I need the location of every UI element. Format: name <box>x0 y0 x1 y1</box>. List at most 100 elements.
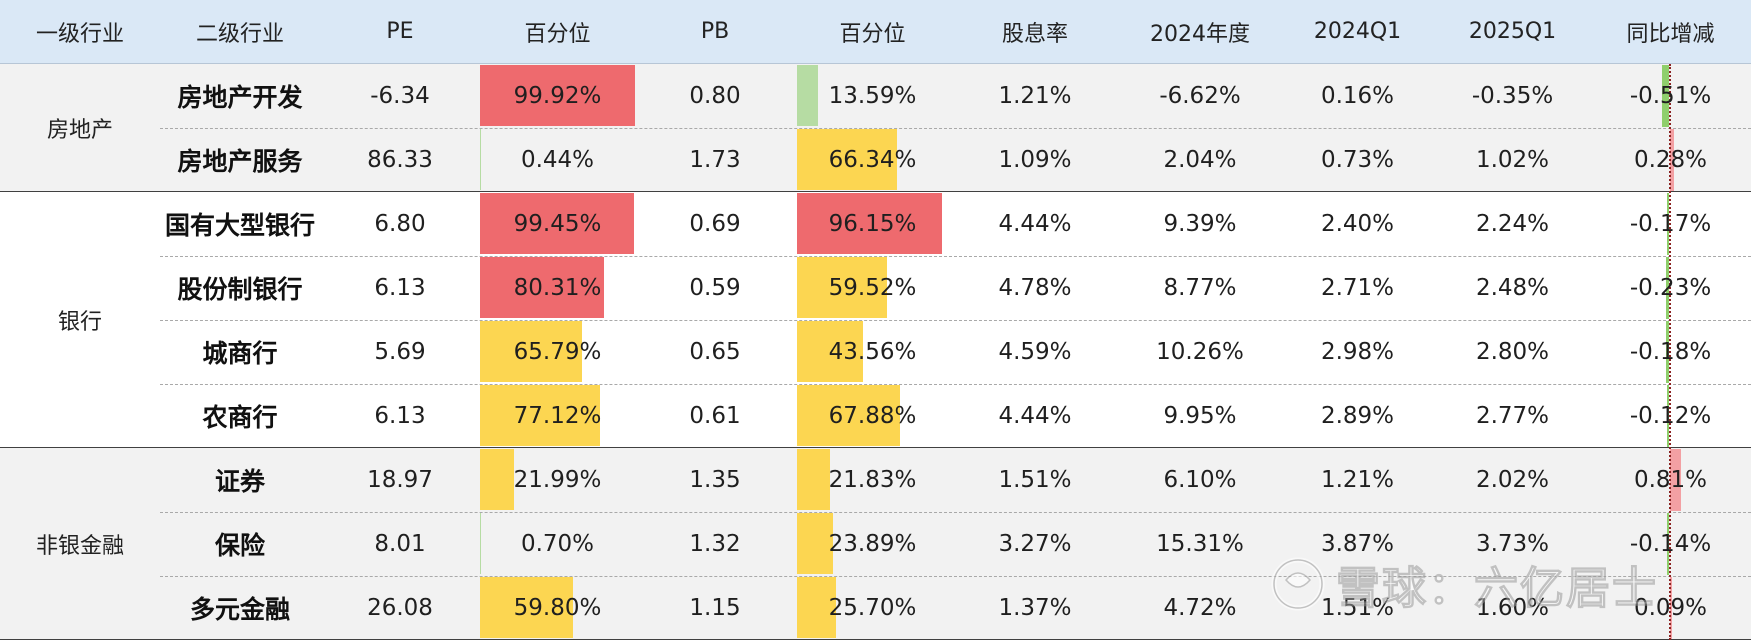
level2-industry-cell: 保险 <box>160 512 320 575</box>
yoy-change-bar <box>1667 385 1669 447</box>
pb-value: 0.80 <box>689 82 741 109</box>
pb-percentile-cell: 25.70% <box>795 576 950 639</box>
level2-industry: 股份制银行 <box>177 274 303 304</box>
pb-percentile-cell: 67.88% <box>795 384 950 447</box>
level2-industry-cell: 证券 <box>160 448 320 511</box>
yoy-change: -0.17% <box>1629 210 1712 237</box>
group-separator <box>0 639 1751 640</box>
q1-2025-cell: 2.48% <box>1435 256 1590 319</box>
pe-value-cell: 8.01 <box>320 512 480 575</box>
group-band <box>0 448 1751 640</box>
level1-industry-label: 银行 <box>57 310 102 335</box>
pe-percentile: 77.12% <box>513 402 602 429</box>
pb-percentile: 59.52% <box>828 274 917 301</box>
yoy-change: -0.18% <box>1629 338 1712 365</box>
level2-industry-cell: 多元金融 <box>160 576 320 639</box>
header-pb: PB <box>700 19 730 44</box>
level2-industry-cell: 股份制银行 <box>160 256 320 319</box>
pe-value: 6.13 <box>374 274 426 301</box>
yoy-change-cell: -0.23% <box>1590 256 1751 319</box>
pe-value-cell: -6.34 <box>320 64 480 127</box>
yoy-change-bar <box>1667 513 1669 575</box>
dividend-yield: 1.51% <box>998 466 1072 493</box>
pb-percentile: 67.88% <box>828 402 917 429</box>
yoy-change: -0.51% <box>1629 82 1712 109</box>
level1-industry-label: 非银金融 <box>35 534 124 559</box>
level2-industry-cell: 城商行 <box>160 320 320 383</box>
dividend-yield-cell: 1.37% <box>950 576 1120 639</box>
q1-2025: 2.24% <box>1475 210 1550 237</box>
yoy-2024-annual: 4.72% <box>1163 594 1237 621</box>
pe-percentile-cell: 0.44% <box>480 128 635 191</box>
pe-percentile-cell: 80.31% <box>480 256 635 319</box>
header-pe: PE <box>386 19 414 44</box>
pb-percentile: 25.70% <box>828 594 917 621</box>
header-2025q1: 2025Q1 <box>1468 19 1557 44</box>
dividend-yield-cell: 4.59% <box>950 320 1120 383</box>
q1-2024-cell: 2.40% <box>1280 192 1435 255</box>
pb-percentile-cell: 23.89% <box>795 512 950 575</box>
yoy-change-bar <box>1662 65 1669 127</box>
pe-percentile-bar <box>480 129 481 190</box>
q1-2024-cell: 2.98% <box>1280 320 1435 383</box>
pe-percentile: 21.99% <box>513 466 602 493</box>
row-divider <box>160 256 1751 257</box>
yoy-2024-annual-cell: 15.31% <box>1120 512 1280 575</box>
group-separator <box>0 447 1751 448</box>
header-level2-industry: 二级行业 <box>195 21 284 47</box>
pe-percentile: 99.45% <box>513 210 602 237</box>
yoy-change-cell: -0.18% <box>1590 320 1751 383</box>
watermark-text: 雪球：六亿居士 <box>1336 563 1658 615</box>
pe-value: 5.69 <box>374 338 426 365</box>
q1-2025-cell: 2.24% <box>1435 192 1590 255</box>
pb-percentile: 43.56% <box>828 338 917 365</box>
pe-value-cell: 6.13 <box>320 256 480 319</box>
pe-percentile: 59.80% <box>513 594 602 621</box>
yoy-change: -0.23% <box>1629 274 1712 301</box>
pb-value-cell: 1.15 <box>635 576 795 639</box>
level2-industry-cell: 房地产服务 <box>160 128 320 191</box>
yoy-2024-annual-cell: -6.62% <box>1120 64 1280 127</box>
q1-2024-cell: 1.51% <box>1280 576 1435 639</box>
header-2024q1: 2024Q1 <box>1313 19 1402 44</box>
pb-value: 0.69 <box>689 210 741 237</box>
dividend-yield-cell: 1.51% <box>950 448 1120 511</box>
pe-percentile-bar <box>480 193 634 254</box>
pb-percentile-bar <box>797 449 830 510</box>
pb-percentile: 96.15% <box>828 210 917 237</box>
pb-percentile: 13.59% <box>828 82 917 109</box>
yoy-change-bar <box>1670 449 1681 511</box>
q1-2025-cell: 3.73% <box>1435 512 1590 575</box>
yoy-change-cell: -0.14% <box>1590 512 1751 575</box>
pb-percentile-bar <box>797 577 836 638</box>
q1-2024-cell: 1.21% <box>1280 448 1435 511</box>
yoy-2024-annual: -6.62% <box>1159 82 1241 109</box>
q1-2024-cell: 3.87% <box>1280 512 1435 575</box>
header-level1-industry: 一级行业 <box>35 21 124 47</box>
row-divider <box>160 384 1751 385</box>
pb-percentile-cell: 13.59% <box>795 64 950 127</box>
q1-2025-cell: 2.80% <box>1435 320 1590 383</box>
yoy-2024-annual: 15.31% <box>1156 530 1244 557</box>
pb-value: 0.65 <box>689 338 741 365</box>
yoy-change-bar <box>1666 321 1669 383</box>
pb-value: 1.35 <box>689 466 741 493</box>
pe-percentile-cell: 77.12% <box>480 384 635 447</box>
pe-value: 86.33 <box>367 146 433 173</box>
pe-percentile-bar <box>480 65 635 126</box>
header-2024-annual: 2024年度 <box>1150 21 1250 47</box>
watermark: 雪球：六亿居士 <box>1270 552 1658 616</box>
pb-value-cell: 1.73 <box>635 128 795 191</box>
q1-2025-cell: -0.35% <box>1435 64 1590 127</box>
q1-2024: 2.71% <box>1320 274 1395 301</box>
level2-industry: 房地产服务 <box>177 146 303 176</box>
pe-value: 8.01 <box>374 530 426 557</box>
yoy-zero-axis <box>1669 64 1671 640</box>
pe-value-cell: 6.80 <box>320 192 480 255</box>
pb-percentile-bar <box>797 193 942 254</box>
q1-2025: -0.35% <box>1471 82 1554 109</box>
dividend-yield: 1.21% <box>998 82 1072 109</box>
pb-value-cell: 0.80 <box>635 64 795 127</box>
pe-percentile-bar <box>480 257 604 318</box>
